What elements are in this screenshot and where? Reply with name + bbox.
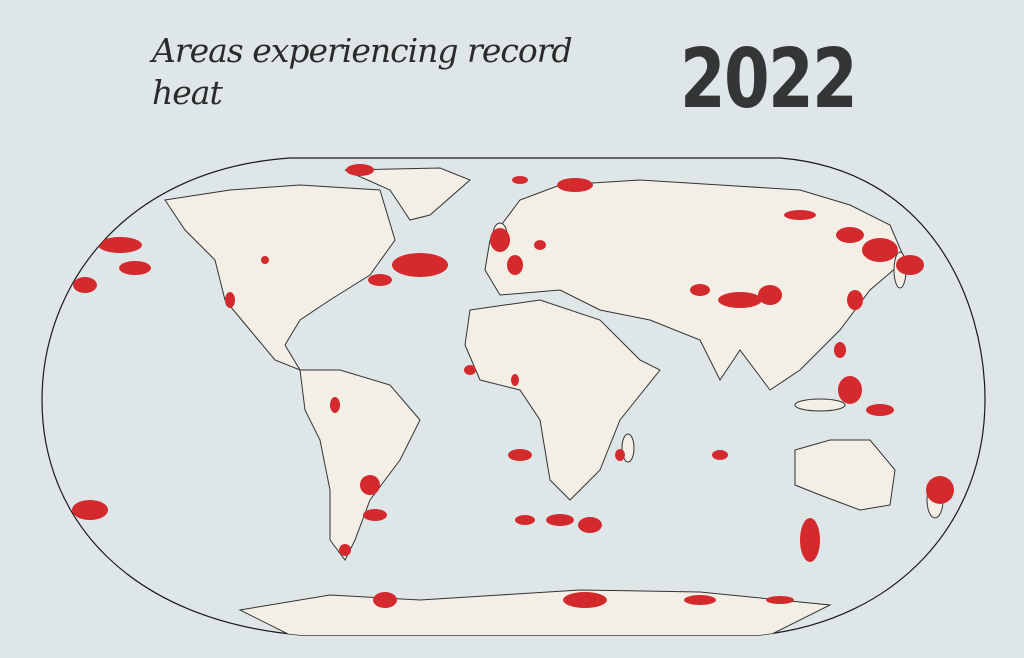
record-heat-area bbox=[563, 592, 607, 608]
south-america bbox=[299, 369, 421, 561]
record-heat-area bbox=[784, 210, 816, 220]
north-america bbox=[164, 184, 396, 372]
record-heat-area bbox=[373, 592, 397, 608]
record-heat-area bbox=[534, 240, 546, 250]
record-heat-area bbox=[615, 449, 625, 461]
africa bbox=[464, 299, 661, 501]
record-heat-area bbox=[766, 596, 794, 604]
record-heat-area bbox=[546, 514, 574, 526]
record-heat-area bbox=[360, 475, 380, 495]
record-heat-area bbox=[339, 544, 351, 556]
record-heat-area bbox=[363, 509, 387, 521]
record-heat-area bbox=[225, 292, 235, 308]
record-heat-area bbox=[508, 449, 532, 461]
record-heat-area bbox=[72, 500, 108, 520]
record-heat-area bbox=[73, 277, 97, 293]
record-heat-area bbox=[684, 595, 716, 605]
record-heat-area bbox=[507, 255, 523, 275]
record-heat-area bbox=[836, 227, 864, 243]
record-heat-area bbox=[119, 261, 151, 275]
record-heat-area bbox=[490, 228, 510, 252]
record-heat-area bbox=[847, 290, 863, 310]
record-heat-area bbox=[346, 164, 374, 176]
record-heat-area bbox=[392, 253, 448, 277]
greenland bbox=[344, 167, 471, 221]
indonesia bbox=[794, 398, 846, 412]
record-heat-area bbox=[515, 515, 535, 525]
record-heat-area bbox=[834, 342, 846, 358]
record-heat-area bbox=[512, 176, 528, 184]
record-heat-area bbox=[557, 178, 593, 192]
australia bbox=[794, 439, 896, 511]
year-label: 2022 bbox=[680, 32, 858, 127]
record-heat-area bbox=[578, 517, 602, 533]
record-heat-area bbox=[896, 255, 924, 275]
record-heat-area bbox=[261, 256, 269, 264]
record-heat-area bbox=[926, 476, 954, 504]
map-title: Areas experiencing record heat bbox=[152, 31, 573, 112]
record-heat-area bbox=[862, 238, 898, 262]
record-heat-area bbox=[464, 365, 476, 375]
record-heat-area bbox=[800, 518, 820, 562]
antarctica bbox=[238, 589, 832, 635]
record-heat-area bbox=[838, 376, 862, 404]
record-heat-area bbox=[690, 284, 710, 296]
record-heat-area bbox=[98, 237, 142, 253]
record-heat-area bbox=[758, 285, 782, 305]
record-heat-area bbox=[866, 404, 894, 416]
record-heat-area bbox=[718, 292, 762, 308]
record-heat-area bbox=[330, 397, 340, 413]
record-heat-area bbox=[368, 274, 392, 286]
record-heat-area bbox=[712, 450, 728, 460]
record-heat-area bbox=[511, 374, 519, 386]
